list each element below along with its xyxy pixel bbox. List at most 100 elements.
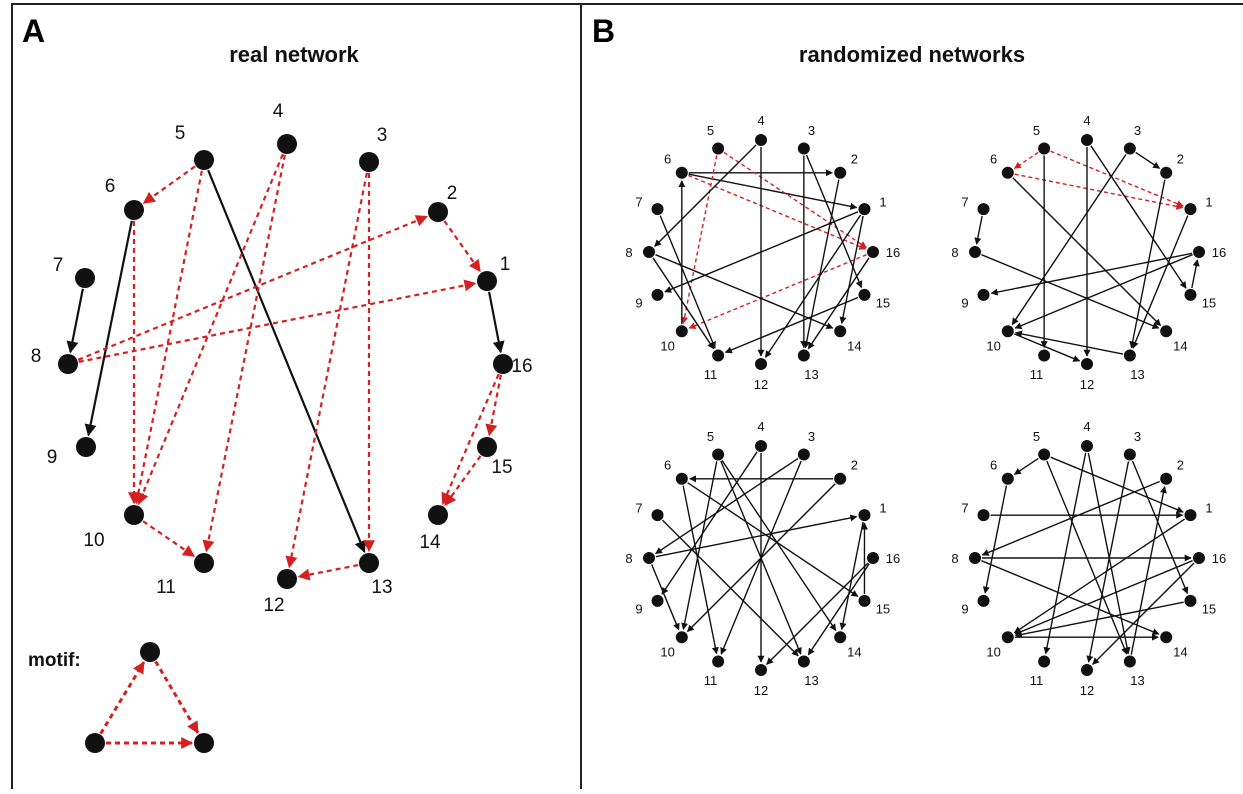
- edge-3-to-12: [1086, 461, 1130, 663]
- node-label-3: 3: [1134, 429, 1141, 444]
- node-4: [277, 134, 297, 154]
- edge-1-to-14: [839, 521, 864, 631]
- node-11: [712, 655, 725, 668]
- node-7: [977, 203, 990, 216]
- node-8: [969, 246, 981, 258]
- node-8: [969, 552, 981, 564]
- node-label-4: 4: [1083, 113, 1090, 128]
- node-4: [1081, 134, 1093, 146]
- motif-node-right: [194, 733, 214, 753]
- node-label-11: 11: [704, 367, 718, 382]
- node-2: [1160, 472, 1173, 485]
- node-16: [1193, 552, 1205, 564]
- node-12: [277, 569, 297, 589]
- edge-16-to-13: [807, 563, 870, 656]
- edge-3-to-12: [285, 172, 368, 569]
- node-label-10: 10: [660, 644, 674, 659]
- node-1: [1184, 203, 1197, 216]
- node-6: [1001, 472, 1014, 485]
- node-label-13: 13: [804, 367, 818, 382]
- node-label-10: 10: [660, 338, 674, 353]
- edge-5-to-16: [723, 151, 867, 249]
- node-2: [834, 166, 847, 179]
- node-label-15: 15: [1202, 296, 1216, 311]
- node-label-5: 5: [707, 123, 714, 138]
- node-2: [1160, 166, 1173, 179]
- edge-16-to-12: [1092, 562, 1195, 665]
- edge-5-to-1: [1050, 150, 1184, 207]
- node-8: [643, 246, 655, 258]
- randomized-network-4-edges: [981, 452, 1195, 665]
- edge-16-to-10: [1014, 254, 1193, 329]
- edge-4-to-10: [137, 153, 284, 506]
- node-14: [1160, 325, 1173, 338]
- node-label-6: 6: [664, 152, 671, 167]
- node-9: [651, 288, 664, 301]
- edge-2-to-10: [686, 483, 836, 633]
- edge-8-to-11: [652, 257, 715, 350]
- node-label-1: 1: [500, 254, 511, 275]
- node-1: [477, 271, 497, 291]
- node-label-12: 12: [754, 377, 768, 392]
- node-label-14: 14: [847, 644, 861, 659]
- edge-1-to-14: [839, 215, 864, 325]
- node-11: [1038, 349, 1051, 362]
- node-label-8: 8: [625, 245, 632, 260]
- node-label-16: 16: [886, 551, 900, 566]
- edge-10-to-11: [142, 520, 196, 558]
- edge-15-to-14: [444, 455, 482, 507]
- node-5: [1038, 142, 1051, 155]
- node-14: [428, 505, 448, 525]
- edge-5-to-10: [132, 170, 203, 505]
- node-label-4: 4: [273, 101, 284, 122]
- edge-8-to-1: [78, 279, 477, 363]
- edge-6-to-1: [688, 173, 858, 210]
- node-14: [1160, 631, 1173, 644]
- edge-1-to-12: [764, 214, 862, 358]
- node-label-5: 5: [175, 123, 186, 144]
- edge-2-to-13: [803, 179, 840, 349]
- edge-1-to-13: [1132, 215, 1189, 349]
- edge-5-to-6: [1013, 457, 1039, 475]
- edge-5-to-10: [681, 461, 718, 631]
- node-label-13: 13: [1130, 673, 1144, 688]
- node-label-10: 10: [986, 644, 1000, 659]
- node-15: [1184, 594, 1197, 607]
- node-label-13: 13: [371, 577, 392, 598]
- edge-2-to-1: [443, 220, 481, 273]
- node-11: [712, 349, 725, 362]
- node-15: [858, 288, 871, 301]
- node-label-3: 3: [1134, 123, 1141, 138]
- edge-8-to-14: [981, 560, 1160, 635]
- edge-5-to-6: [142, 165, 196, 204]
- node-label-7: 7: [635, 500, 642, 515]
- node-5: [1038, 448, 1051, 461]
- node-12: [755, 664, 767, 676]
- node-11: [1038, 655, 1051, 668]
- motif-edge-left-to-top: [99, 661, 146, 735]
- node-5: [194, 150, 214, 170]
- edge-16-to-13: [807, 257, 870, 350]
- edge-1-to-10: [1013, 518, 1186, 634]
- edge-8-to-2: [77, 215, 429, 361]
- edge-16-to-12: [766, 562, 869, 665]
- edge-16-to-14: [441, 373, 500, 506]
- node-10: [675, 325, 688, 338]
- node-label-1: 1: [879, 194, 886, 209]
- node-12: [1081, 358, 1093, 370]
- node-10: [1001, 631, 1014, 644]
- node-label-16: 16: [511, 356, 532, 377]
- node-label-4: 4: [1083, 419, 1090, 434]
- edge-1-to-9: [664, 211, 859, 293]
- node-13: [1123, 655, 1136, 668]
- node-label-5: 5: [1033, 123, 1040, 138]
- node-label-2: 2: [851, 458, 858, 473]
- node-14: [834, 631, 847, 644]
- node-5: [712, 448, 725, 461]
- real-network-edges: [66, 153, 505, 581]
